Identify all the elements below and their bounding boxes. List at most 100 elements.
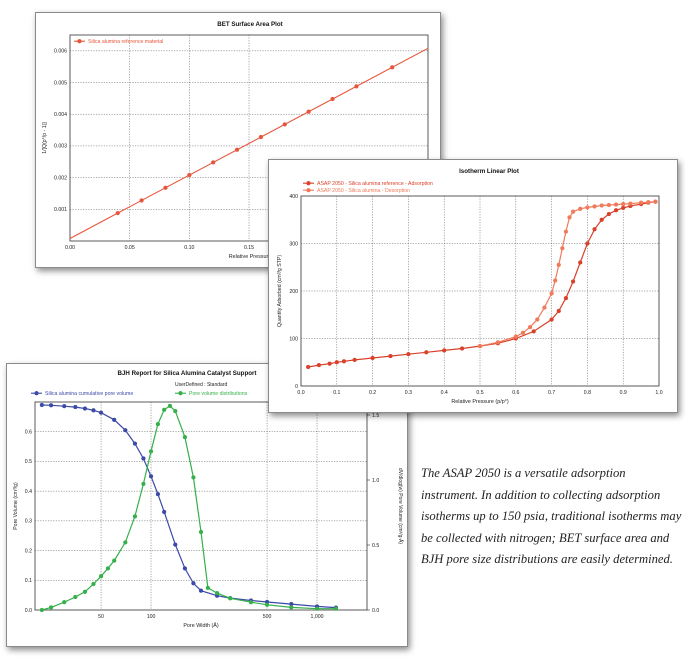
y2-tick-label: 0.5 xyxy=(372,543,379,549)
data-point xyxy=(592,204,597,209)
data-point xyxy=(549,291,554,296)
data-point xyxy=(646,200,651,205)
data-point xyxy=(621,205,626,211)
data-point xyxy=(264,602,270,607)
data-point xyxy=(82,406,88,411)
y-tick-label: 100 xyxy=(289,336,298,342)
data-point xyxy=(162,509,167,515)
isotherm-chart: Isotherm Linear Plot 0.0 0.1 0.2 0.3 0.4 0.5 0.… xyxy=(277,168,663,405)
data-point xyxy=(198,588,204,593)
data-point xyxy=(606,211,612,217)
data-point xyxy=(132,514,138,519)
data-point xyxy=(333,606,339,611)
data-point xyxy=(163,185,168,190)
bet-chart: BET Surface Area Plot 0.00 0.05 0.10 0.15 0.0… xyxy=(42,21,429,260)
y-tick-label: 300 xyxy=(289,241,298,247)
data-point xyxy=(388,353,393,359)
data-point xyxy=(578,206,583,211)
figure-caption: The ASAP 2050 is a versatile adsorption … xyxy=(421,466,682,566)
data-point xyxy=(123,428,128,433)
data-point xyxy=(621,201,626,207)
data-point xyxy=(334,360,339,365)
legend-label: Silica alumina cumulative pore volume xyxy=(45,391,133,397)
y-tick-label: 0.003 xyxy=(54,144,67,150)
y-axis-label: 1/[Q(p°/p - 1)] xyxy=(42,122,48,154)
data-point xyxy=(39,402,45,408)
data-point xyxy=(653,199,658,204)
data-point xyxy=(520,330,526,335)
data-point xyxy=(578,260,583,265)
data-point xyxy=(306,109,311,114)
y2-tick-label: 1.0 xyxy=(372,478,379,484)
x-tick-label: 1.0 xyxy=(655,390,662,396)
data-point xyxy=(390,65,395,70)
y-tick-label: 0.3 xyxy=(25,519,32,525)
data-point xyxy=(214,590,220,596)
y-axis-label: Pore Volume (cm³/g) xyxy=(13,482,19,530)
legend-marker xyxy=(77,39,82,44)
x-tick-label: 0.2 xyxy=(369,390,376,396)
data-point xyxy=(613,202,619,207)
x-tick-label: 100 xyxy=(147,614,156,620)
data-point xyxy=(613,208,619,213)
data-point xyxy=(205,585,211,591)
legend-marker xyxy=(34,391,39,396)
legend-marker xyxy=(306,188,311,193)
data-point xyxy=(442,348,447,353)
data-point xyxy=(327,361,332,366)
data-point xyxy=(459,346,465,351)
data-point xyxy=(592,227,597,232)
data-point xyxy=(585,241,590,246)
data-point xyxy=(282,122,287,127)
data-point xyxy=(132,441,138,446)
data-point xyxy=(148,449,154,454)
data-point xyxy=(48,605,54,610)
data-point xyxy=(148,474,154,479)
x-tick-label: 0.3 xyxy=(405,390,412,396)
x-tick-label: 0.9 xyxy=(620,390,627,396)
data-point xyxy=(424,350,429,355)
x-tick-label: 0.4 xyxy=(441,390,448,396)
data-point xyxy=(115,210,120,216)
x-tick-label: 1,000 xyxy=(311,614,324,620)
data-point xyxy=(341,359,347,364)
data-point xyxy=(352,357,357,363)
data-point xyxy=(314,606,320,611)
y-tick-label: 0.002 xyxy=(54,175,67,181)
data-point xyxy=(330,96,335,102)
y-tick-label: 0.2 xyxy=(25,548,32,554)
y-tick-label: 0.001 xyxy=(54,207,67,213)
data-point xyxy=(62,404,67,409)
data-point xyxy=(585,205,590,210)
plot-area xyxy=(34,401,368,611)
x-axis-label: Pore Width (Å) xyxy=(183,622,219,629)
data-point xyxy=(306,364,311,370)
x-tick-label: 0.05 xyxy=(125,245,135,251)
data-point xyxy=(406,352,411,357)
y-tick-label: 400 xyxy=(289,194,298,200)
data-point xyxy=(91,581,96,587)
data-point xyxy=(531,329,536,334)
data-point xyxy=(162,407,167,412)
data-point xyxy=(141,481,146,487)
data-point xyxy=(82,589,88,594)
bjh-chart: BJH Report for Silica Alumina Catalyst S… xyxy=(13,370,404,629)
y-tick-label: 0 xyxy=(295,384,298,390)
legend-label: Pore volume distributions xyxy=(189,391,248,397)
data-point xyxy=(73,404,78,410)
y-tick-label: 0.5 xyxy=(25,459,32,465)
data-point xyxy=(289,605,294,610)
x-tick-label: 500 xyxy=(263,614,272,620)
x-tick-label: 0.6 xyxy=(512,390,519,396)
data-point xyxy=(98,574,104,579)
data-point xyxy=(599,203,604,208)
data-point xyxy=(563,295,569,301)
data-point xyxy=(638,200,644,205)
chart-title: Isotherm Linear Plot xyxy=(459,168,519,175)
data-point xyxy=(211,160,216,165)
data-point xyxy=(167,403,173,409)
data-point xyxy=(112,558,117,563)
chart-subtitle: UserDefined : Standard xyxy=(175,382,227,388)
data-point xyxy=(228,596,233,601)
y-tick-label: 200 xyxy=(289,289,298,295)
